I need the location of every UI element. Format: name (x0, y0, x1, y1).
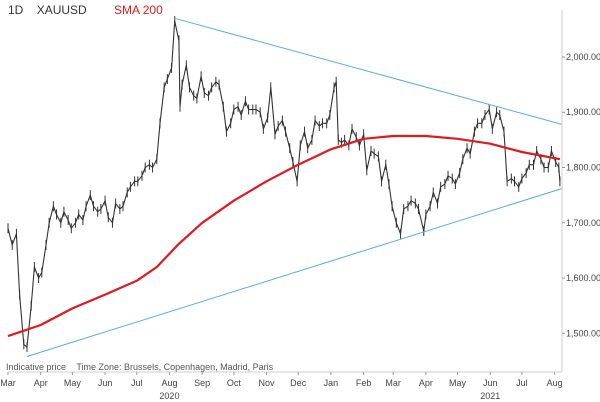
x-tick-label: Mar (385, 378, 401, 388)
plot-area (7, 16, 563, 357)
indicative-price-note: Indicative price (6, 362, 67, 372)
x-tick-label: May (449, 378, 467, 388)
indicator-label[interactable]: SMA 200 (114, 3, 163, 17)
x-tick-label: Jul (516, 378, 528, 388)
sma-200-line[interactable] (7, 134, 561, 338)
x-tick-label: Sep (194, 378, 210, 388)
x-tick-label: Jun (483, 378, 498, 388)
upper-trendline[interactable] (174, 17, 563, 125)
x-tick-label: Jan (324, 378, 339, 388)
x-tick-label: Dec (290, 378, 307, 388)
timeframe-label[interactable]: 1D (8, 3, 24, 17)
lower-trendline[interactable] (26, 188, 563, 357)
x-tick-label: May (64, 378, 82, 388)
x-tick-label: Mar (0, 378, 16, 388)
x-tick-label: Nov (259, 378, 276, 388)
x-tick-label: Feb (356, 378, 372, 388)
x-tick-label: Aug (547, 378, 563, 388)
x-tick-label: Jun (98, 378, 113, 388)
symbol-label[interactable]: XAUUSD (36, 3, 87, 17)
year-label: 2021 (480, 391, 500, 401)
y-tick-label: 1,500.00 (566, 328, 600, 338)
chart-header: 1D XAUUSD SMA 200 (8, 3, 173, 17)
y-tick-label: 1,600.00 (566, 273, 600, 283)
x-tick-label: Jul (131, 378, 143, 388)
chart-footnote: Indicative price Time Zone: Brussels, Co… (6, 362, 281, 372)
time-zone-note: Time Zone: Brussels, Copenhagen, Madrid,… (76, 362, 274, 372)
x-tick-label: Aug (161, 378, 177, 388)
year-label: 2020 (159, 391, 179, 401)
y-tick-label: 1,900.00 (566, 107, 600, 117)
x-tick-label: Apr (34, 378, 48, 388)
price-series-line[interactable] (7, 20, 561, 348)
x-tick-label: Apr (419, 378, 433, 388)
y-tick-label: 1,800.00 (566, 163, 600, 173)
x-tick-label: Oct (227, 378, 242, 388)
y-tick-label: 2,000.00 (566, 52, 600, 62)
axis-labels: 1,500.00 1,600.00 1,700.00 1,800.00 1,900.00… (0, 10, 600, 401)
y-tick-label: 1,700.00 (566, 218, 600, 228)
